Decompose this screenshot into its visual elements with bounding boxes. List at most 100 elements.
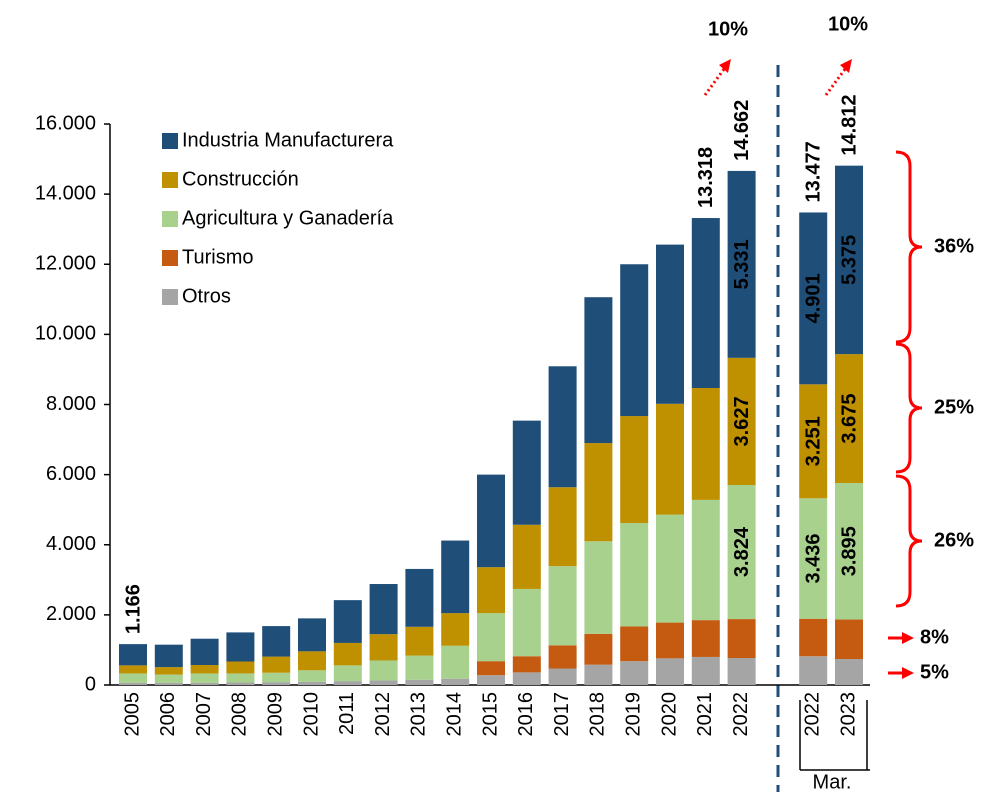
bar-segment [727,485,756,620]
x-tick-label: 2008 [229,692,251,737]
share-arrowhead [902,667,914,679]
legend-swatch [162,211,178,227]
legend-swatch [162,172,178,188]
brace [895,342,923,474]
x-tick-label: 2009 [264,692,286,737]
bar-segment [584,664,613,685]
bar-segment [656,514,684,623]
bar-segment [441,540,470,614]
bar-segment [656,403,684,515]
bar-segment [405,626,434,656]
bar-segment [190,682,219,685]
bar-segment [835,354,863,483]
bar-segment [262,672,291,683]
bar-segment [333,642,362,666]
bar-segment [548,366,577,488]
x-tick-label: 2013 [408,692,430,737]
bar-segment [799,656,828,685]
bar-segment [369,680,398,685]
total-label: 1.166 [122,584,144,634]
value-label: 3.436 [802,533,824,583]
bar-segment [119,682,147,685]
bar-segment [691,388,720,500]
bar-segment [835,619,863,660]
bar-segment [584,297,613,444]
growth-label: 10% [708,18,748,40]
group-label: Mar. [813,771,852,792]
x-tick-label: 2014 [443,692,465,737]
x-tick-label: 2022 [730,692,752,737]
x-tick-label: 2021 [694,692,716,737]
share-label: 5% [920,661,949,683]
bar-segment [154,667,183,675]
bar-segment [512,672,541,685]
value-label: 3.824 [731,526,753,577]
total-label: 13.477 [802,141,824,202]
y-tick-label: 16.000 [35,112,96,134]
bar-segment [548,668,577,685]
bar-segment [620,626,649,662]
bar-segment [405,679,434,685]
y-tick-label: 14.000 [35,182,96,204]
bar-segment [835,165,863,355]
legend-label: Agricultura y Ganadería [182,207,394,229]
y-tick-label: 2.000 [46,603,96,625]
bar-segment [119,644,147,666]
bar-segment [799,384,828,499]
x-tick-label: 2022 [801,692,823,737]
bar-segment [477,661,505,676]
share-arrowhead [902,632,914,644]
bar-segment [656,622,684,659]
bar-segment [727,170,756,358]
share-label: 26% [934,529,974,551]
x-tick-label: 2010 [300,692,322,737]
brace [895,474,923,608]
bar-segment [405,568,434,627]
x-tick-label: 2015 [479,692,501,737]
bar-segment [226,632,255,662]
bar-segment [691,620,720,657]
bar-segment [799,498,828,619]
value-label: 5.331 [731,239,753,289]
bar-segment [154,674,183,683]
bar-segment [190,665,219,674]
bar-segment [620,523,649,627]
value-label: 3.895 [838,526,860,576]
bar-segment [548,566,577,646]
total-label: 14.662 [731,100,753,161]
bar-segment [691,218,720,389]
legend-label: Construcción [182,168,299,190]
bar-segment [333,600,362,643]
bar-segment [262,682,291,685]
bar-segment [405,655,434,680]
bar-segment [441,645,470,679]
growth-arrowhead [840,59,852,73]
share-label: 25% [934,396,974,418]
legend-swatch [162,133,178,149]
x-tick-label: 2005 [121,692,143,737]
growth-arrow [824,64,850,96]
bar-segment [477,675,505,685]
bar-segment [548,487,577,567]
growth-label: 10% [828,13,868,35]
bar-segment [369,634,398,661]
bar-segment [298,670,326,682]
total-label: 13.318 [695,147,717,208]
bar-segment [119,665,147,674]
x-tick-label: 2023 [837,692,859,737]
bar-segment [441,678,470,685]
bar-segment [333,665,362,682]
bar-segment [727,619,756,659]
x-tick-label: 2016 [515,692,537,737]
bar-segment [477,613,505,662]
bar-segment [226,673,255,683]
value-label: 3.627 [731,396,753,446]
bar-segment [369,584,398,635]
y-tick-label: 4.000 [46,533,96,555]
bar-segment [262,656,291,673]
value-label: 3.251 [802,416,824,466]
total-label: 14.812 [838,94,860,155]
bar-segment [620,416,649,524]
share-label: 8% [920,626,949,648]
